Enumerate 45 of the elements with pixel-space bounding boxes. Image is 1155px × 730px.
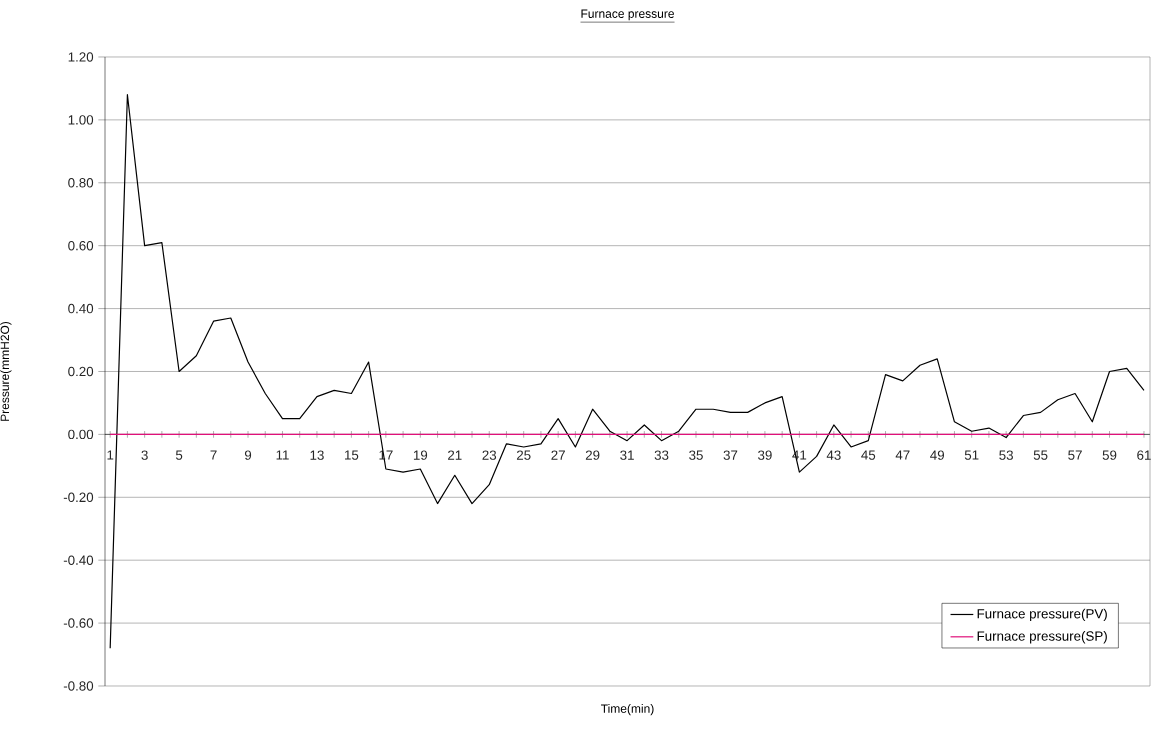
y-axis-title: Pressure(mmH2O) (0, 321, 12, 421)
chart-title: Furnace pressure (581, 9, 674, 21)
x-tick-label: 15 (345, 450, 359, 460)
x-tick-label: 19 (413, 450, 428, 460)
x-tick-label: 13 (310, 450, 324, 460)
x-tick-label: 35 (689, 450, 703, 460)
x-tick-label: 49 (930, 450, 945, 460)
x-tick-label: 25 (516, 450, 531, 460)
x-tick-label: 39 (758, 450, 772, 460)
y-tick-label: -0.20 (63, 492, 94, 502)
x-tick-label: 51 (964, 450, 979, 460)
y-tick-label: 1.00 (68, 115, 94, 125)
x-tick-label: 47 (895, 450, 910, 460)
y-tick-label: 0.80 (68, 178, 94, 188)
x-tick-label: 53 (999, 450, 1013, 460)
x-tick-label: 5 (175, 450, 183, 460)
x-tick-label: 61 (1137, 450, 1151, 460)
x-tick-label: 23 (482, 450, 497, 460)
y-tick-label: 0.60 (68, 240, 94, 251)
y-tick-label: 1.20 (68, 52, 94, 62)
y-tick-label: 0.20 (68, 366, 94, 377)
x-tick-label: 45 (861, 450, 876, 460)
x-tick-label: 57 (1068, 450, 1082, 460)
x-tick-label: 31 (620, 450, 634, 460)
x-tick-label: 37 (723, 450, 738, 460)
x-tick-label: 55 (1033, 450, 1048, 460)
y-tick-label: -0.80 (63, 681, 94, 691)
y-tick-label: -0.60 (63, 618, 94, 628)
x-axis-title: Time(min) (601, 704, 654, 716)
x-tick-label: 7 (210, 450, 217, 460)
x-tick-label: 1 (107, 450, 114, 460)
x-tick-label: 3 (141, 450, 148, 460)
x-tick-label: 59 (1102, 450, 1117, 460)
x-tick-label: 27 (551, 450, 565, 460)
y-tick-label: 0.40 (68, 303, 94, 314)
y-tick-label: -0.40 (63, 555, 94, 565)
x-tick-label: 43 (826, 450, 841, 460)
x-tick-label: 11 (276, 450, 289, 460)
x-tick-label: 9 (244, 450, 252, 460)
y-tick-label: 0.00 (68, 429, 94, 440)
legend-label: Furnace pressure(SP) (977, 630, 1107, 644)
x-tick-label: 21 (448, 450, 462, 460)
x-tick-label: 33 (654, 450, 669, 460)
legend-label: Furnace pressure(PV) (977, 608, 1107, 622)
x-tick-label: 29 (585, 450, 600, 460)
